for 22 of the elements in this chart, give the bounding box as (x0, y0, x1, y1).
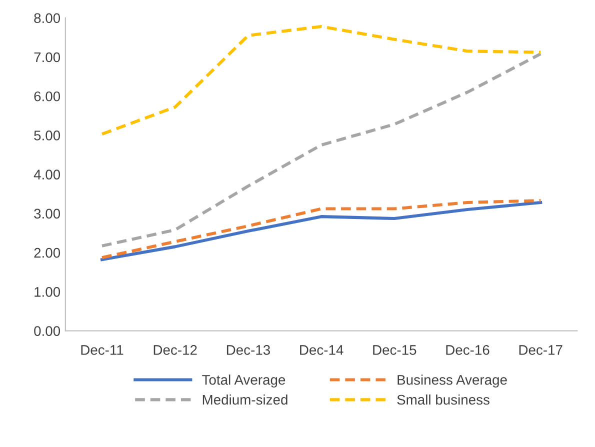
y-tick-label: 6.00 (34, 91, 60, 102)
x-tick-label: Dec-17 (519, 345, 562, 355)
y-tick-label: 4.00 (34, 170, 60, 180)
legend-label: Total Average (202, 374, 286, 388)
y-tick-label: 0.00 (34, 326, 60, 336)
line-series (100, 24, 542, 136)
x-tick-label: Dec-11 (81, 345, 124, 355)
y-tick-label: 2.00 (34, 248, 60, 258)
y-tick-label: 5.00 (34, 130, 60, 140)
y-tick-label: 7.00 (34, 52, 60, 62)
x-tick-label: Dec-14 (300, 345, 344, 355)
x-tick-label: Dec-13 (226, 345, 270, 355)
legend-label: Medium-sized (202, 394, 288, 405)
x-tick-label: Dec-15 (373, 345, 416, 355)
legend-label: Business Average (398, 374, 507, 388)
x-tick-label: Dec-12 (154, 345, 197, 355)
legend-label: Small business (397, 394, 490, 405)
y-tick-label: 1.00 (34, 287, 60, 297)
x-tick-label: Dec-16 (446, 345, 490, 355)
y-tick-label: 3.00 (34, 208, 60, 219)
line-series (100, 52, 542, 248)
y-tick-label: 8.00 (34, 13, 60, 24)
